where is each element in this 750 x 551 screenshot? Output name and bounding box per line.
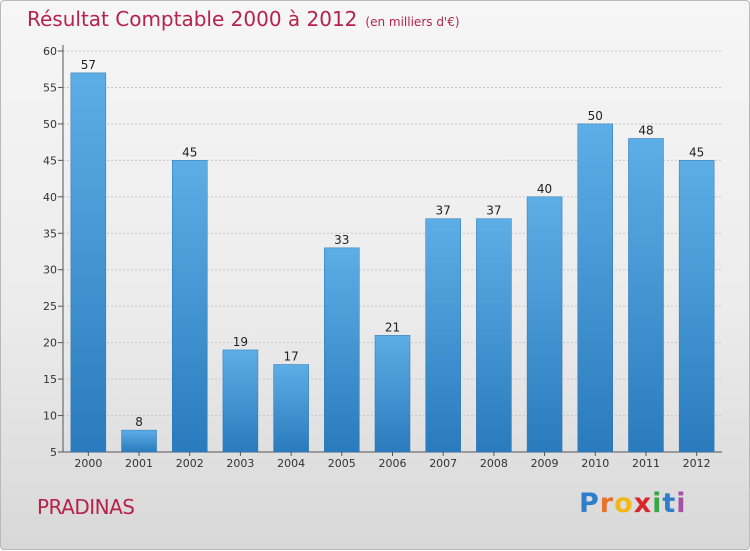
logo-letter: i bbox=[676, 488, 687, 519]
chart-subtitle: (en milliers d'€) bbox=[365, 15, 460, 29]
y-tick-label: 25 bbox=[43, 300, 57, 313]
data-label: 45 bbox=[182, 145, 197, 159]
bar bbox=[171, 160, 208, 453]
data-label: 50 bbox=[588, 109, 603, 123]
data-label: 17 bbox=[283, 350, 298, 364]
bar bbox=[526, 196, 563, 453]
y-tick-label: 50 bbox=[43, 118, 57, 131]
x-tick-label: 2009 bbox=[531, 457, 559, 470]
x-tick-label: 2006 bbox=[379, 457, 407, 470]
y-tick-label: 10 bbox=[43, 410, 57, 423]
y-tick-label: 60 bbox=[43, 45, 57, 58]
x-tick-label: 2007 bbox=[429, 457, 457, 470]
bar bbox=[222, 349, 259, 453]
data-label: 40 bbox=[537, 182, 552, 196]
y-tick-label: 55 bbox=[43, 81, 57, 94]
y-tick-label: 35 bbox=[43, 227, 57, 240]
logo-letter: o bbox=[614, 488, 634, 519]
y-tick-label: 15 bbox=[43, 373, 57, 386]
data-label: 57 bbox=[81, 58, 96, 72]
y-tick-label: 45 bbox=[43, 154, 57, 167]
x-tick-label: 2004 bbox=[277, 457, 305, 470]
x-tick-label: 2010 bbox=[581, 457, 609, 470]
logo-letter: x bbox=[633, 488, 653, 519]
x-tick-label: 2011 bbox=[632, 457, 660, 470]
bar bbox=[577, 123, 614, 453]
bar bbox=[425, 218, 461, 453]
place-name: PRADINAS bbox=[37, 495, 135, 519]
data-label: 45 bbox=[689, 145, 704, 159]
chart-title: Résultat Comptable 2000 à 2012 (en millie… bbox=[27, 7, 460, 31]
x-tick-label: 2003 bbox=[226, 457, 254, 470]
chart-title-text: Résultat Comptable 2000 à 2012 bbox=[27, 7, 358, 31]
x-tick-label: 2001 bbox=[125, 457, 153, 470]
data-label: 19 bbox=[233, 335, 248, 349]
data-label: 33 bbox=[334, 233, 349, 247]
logo-letter: i bbox=[652, 488, 663, 519]
x-tick-label: 2000 bbox=[74, 457, 102, 470]
data-label: 48 bbox=[638, 123, 653, 137]
bar bbox=[678, 160, 715, 453]
x-tick-label: 2008 bbox=[480, 457, 508, 470]
y-tick-label: 5 bbox=[50, 446, 57, 459]
data-label: 8 bbox=[135, 415, 143, 429]
bar bbox=[70, 72, 107, 453]
bar bbox=[628, 138, 664, 453]
data-label: 37 bbox=[436, 204, 451, 218]
bar bbox=[324, 247, 360, 453]
x-tick-label: 2002 bbox=[176, 457, 204, 470]
bar bbox=[374, 335, 411, 453]
bar bbox=[273, 364, 309, 453]
logo-letter: r bbox=[599, 488, 615, 519]
x-tick-label: 2012 bbox=[683, 457, 711, 470]
logo-letter: t bbox=[662, 488, 677, 519]
logo-letter: P bbox=[579, 488, 600, 519]
y-tick-label: 40 bbox=[43, 191, 57, 204]
y-tick-label: 20 bbox=[43, 337, 57, 350]
x-tick-label: 2005 bbox=[328, 457, 356, 470]
data-label: 37 bbox=[486, 204, 501, 218]
y-tick-label: 30 bbox=[43, 264, 57, 277]
data-label: 21 bbox=[385, 320, 400, 334]
proxiti-logo: Proxiti bbox=[579, 488, 687, 519]
bar bbox=[476, 218, 512, 453]
bar bbox=[121, 429, 157, 453]
